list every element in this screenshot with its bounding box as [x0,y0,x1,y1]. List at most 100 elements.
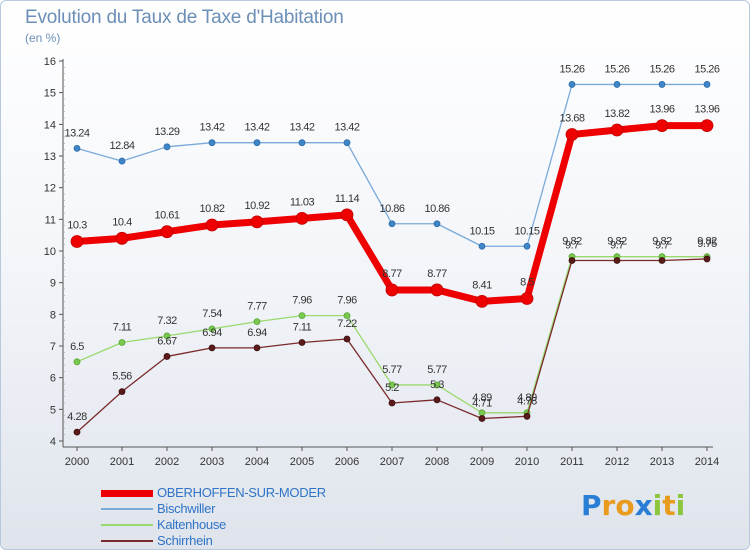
legend-label: Kaltenhouse [157,517,226,532]
data-point [388,381,396,389]
data-label: 7.32 [157,315,177,327]
data-point [160,225,174,239]
data-point [205,218,219,232]
data-label: 4.89 [517,392,537,404]
data-label: 15.26 [649,63,674,75]
data-label: 9.82 [562,236,582,248]
legend-label: Schirrhein [157,533,213,548]
data-point [295,211,309,225]
data-point [343,139,351,147]
data-label: 13.42 [199,122,224,134]
data-point [703,255,711,263]
data-label: 15.26 [604,63,629,75]
data-point [208,344,216,352]
data-point [613,257,621,264]
x-tick-label: 2003 [200,456,224,468]
data-label: 13.29 [154,126,179,138]
data-label: 9.82 [697,236,717,248]
y-tick-label: 16 [44,56,56,68]
data-point [610,123,624,137]
data-point [565,128,579,141]
data-label: 6.94 [202,327,222,339]
data-label: 9.75 [697,238,717,250]
x-tick-label: 2005 [290,456,314,468]
data-point [433,220,441,228]
proxiti-logo: Proxiti [581,489,685,522]
data-point [340,208,354,222]
series-layer [70,81,714,436]
data-point [658,81,666,88]
logo-letter: P [581,489,602,522]
legend-item: OBERHOFFEN-SUR-MODER [101,485,401,501]
data-label: 6.94 [247,327,267,339]
data-point [478,415,486,422]
data-label: 10.15 [469,225,494,237]
data-label: 8.5 [520,277,534,289]
data-label: 10.15 [514,225,539,237]
data-label: 12.84 [109,140,134,152]
data-point [208,139,216,147]
data-label: 9.7 [655,240,669,252]
data-label: 5.77 [427,364,447,376]
data-label: 13.42 [334,122,359,134]
data-label: 7.96 [337,295,357,307]
chart-title: Evolution du Taux de Taxe d'Habitation [25,7,344,28]
logo-letter: t [662,489,676,522]
data-point [253,318,261,326]
y-tick-label: 15 [44,88,56,100]
legend-label: OBERHOFFEN-SUR-MODER [157,485,326,500]
data-label: 7.54 [202,308,222,320]
y-tick-label: 11 [45,214,56,226]
legend-swatch [101,524,153,526]
data-label: 6.5 [70,341,84,353]
data-point [163,143,171,151]
data-point [385,283,399,297]
data-label: 7.11 [113,322,132,334]
data-point [250,215,264,229]
data-label: 7.96 [292,295,312,307]
legend-swatch [101,540,153,542]
x-tick-label: 2014 [695,456,719,468]
chart-axes: 4 5 6 7 8 9 10 11 12 13 14 15 16 2000 2001 2002 2003 2004… [44,56,719,468]
data-label: 7.11 [293,322,312,334]
data-labels-layer: 13.24 12.84 13.29 13.42 13.42 13.42 13.42 10.86… [64,63,720,423]
data-point [388,220,396,228]
y-tick-label: 5 [50,404,56,416]
data-label: 5.2 [385,382,399,394]
data-label: 10.61 [154,210,179,222]
x-tick-label: 2000 [65,456,89,468]
data-point [523,242,531,250]
data-point [73,428,81,436]
data-label: 13.68 [559,112,584,124]
x-tick-label: 2011 [560,456,584,468]
data-point [655,119,669,132]
data-label: 13.96 [694,104,719,116]
data-label: 11.03 [290,196,315,208]
data-point [433,396,441,404]
data-label: 10.82 [199,203,224,215]
data-point [253,139,261,147]
y-tick-label: 13 [44,151,56,163]
data-label: 13.96 [649,104,674,116]
data-point [118,339,126,346]
data-point [298,312,306,320]
data-point [700,119,714,132]
logo-letter: o [615,489,635,522]
legend-item: Kaltenhouse [101,517,401,533]
data-point [163,353,171,360]
data-point [478,242,486,250]
data-point [118,388,126,396]
data-label: 10.92 [244,200,269,212]
data-label: 13.42 [289,122,314,134]
data-point [478,409,486,417]
y-tick-label: 8 [50,309,56,321]
data-point [118,157,126,165]
data-point [208,325,216,333]
data-point [253,344,261,352]
data-point [115,231,129,245]
x-tick-label: 2006 [335,456,359,468]
logo-letter: x [634,489,653,522]
x-tick-label: 2010 [515,456,539,468]
legend-item: Schirrhein [101,533,401,549]
